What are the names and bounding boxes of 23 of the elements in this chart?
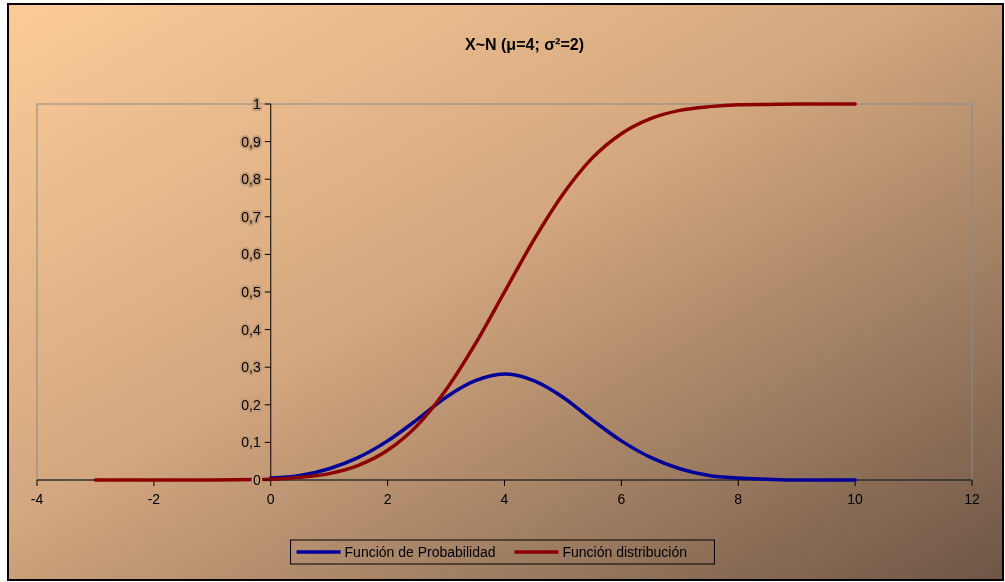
y-tick-label: 0,3 (241, 359, 261, 376)
x-tick-label: 10 (847, 491, 864, 507)
y-tick-label: 1 (252, 96, 261, 112)
x-tick-label: 2 (383, 491, 392, 507)
legend-label: Función distribución (562, 544, 687, 560)
y-tick-label: 0,5 (241, 284, 261, 300)
x-tick-label: 8 (734, 491, 743, 507)
y-tick-label: 0,7 (241, 208, 261, 225)
y-tick-label: 0,9 (241, 133, 261, 150)
y-tick-label: 0,4 (241, 321, 261, 338)
y-tick-label: 0,2 (241, 396, 261, 413)
x-tick-label: 0 (266, 491, 275, 507)
line-series (269, 372, 857, 482)
y-tick-label: 0,8 (241, 171, 261, 188)
x-tick-label: 6 (617, 491, 626, 507)
x-tick-label: 4 (500, 491, 509, 507)
y-tick-label: 0,1 (241, 434, 261, 451)
legend-label: Función de Probabilidad (344, 544, 496, 560)
chart-title: X~N (μ=4; σ²=2) (465, 36, 584, 53)
x-tick-label: -4 (30, 491, 44, 507)
y-tick-label: 0,6 (241, 246, 261, 263)
x-tick-label: 12 (964, 491, 980, 507)
x-tick-label: -2 (147, 491, 161, 507)
